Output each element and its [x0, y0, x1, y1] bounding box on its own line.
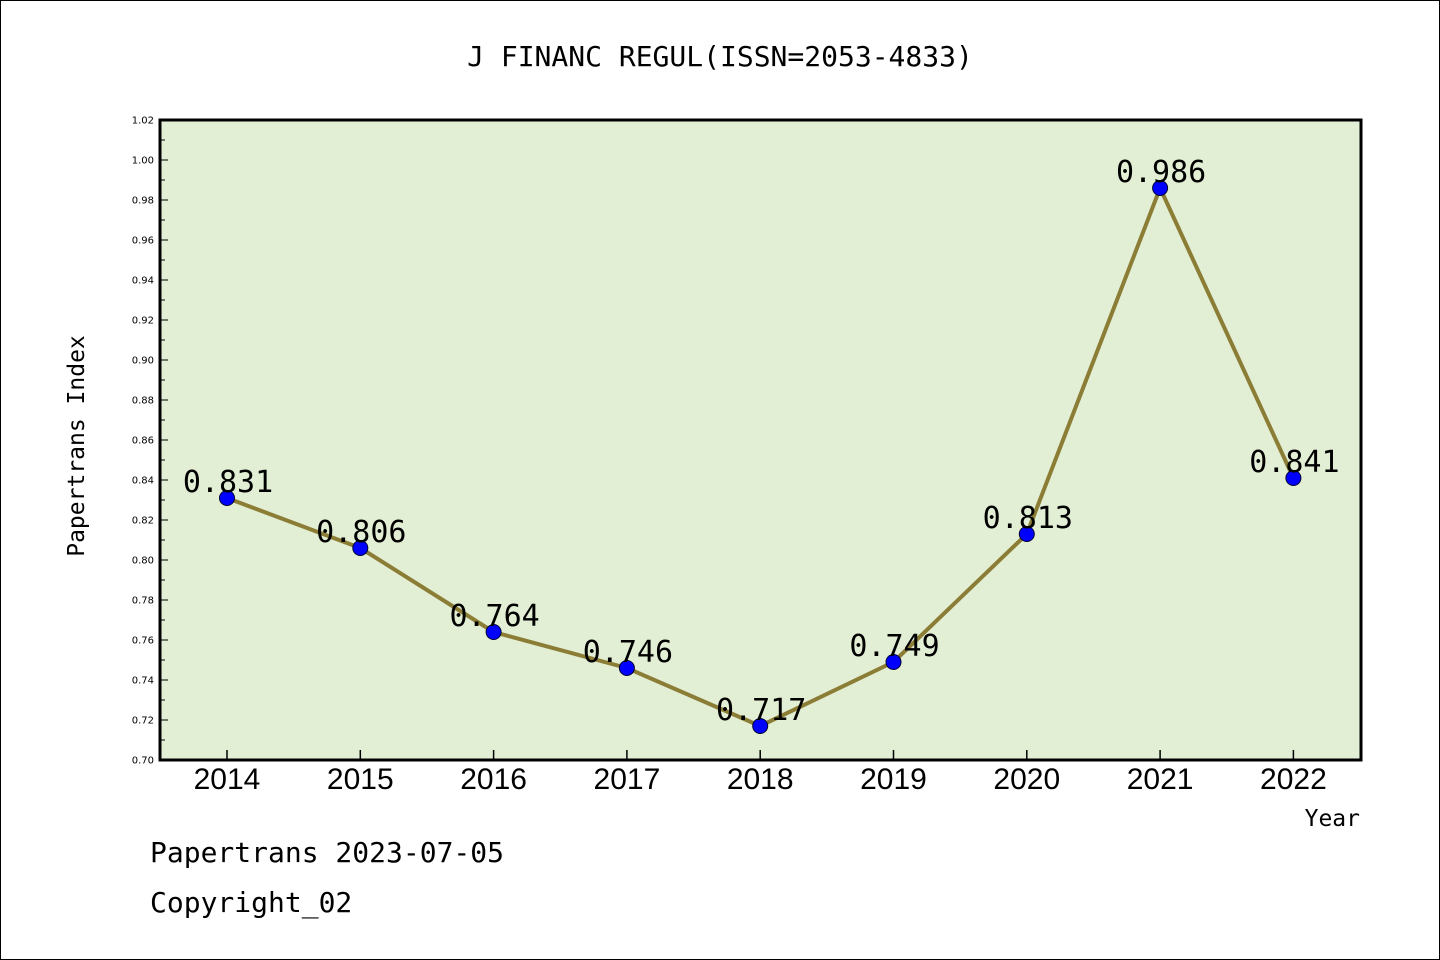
y-tick-label: 0.86 [132, 436, 154, 447]
footer-copyright: Copyright_02 [150, 886, 353, 919]
data-point [1285, 470, 1302, 486]
y-tick-label: 0.96 [132, 236, 154, 247]
x-tick-label: 2021 [1127, 763, 1194, 796]
y-tick-label: 0.98 [132, 196, 154, 207]
data-label: 0.986 [1116, 155, 1206, 190]
y-tick-label: 0.80 [132, 556, 154, 567]
data-label: 0.813 [983, 501, 1073, 536]
data-point [618, 660, 635, 676]
data-label: 0.749 [849, 629, 939, 664]
x-tick-label: 2017 [594, 763, 661, 796]
data-label: 0.717 [716, 693, 806, 728]
y-tick-label: 0.78 [132, 596, 154, 607]
series: 0.831 0.806 0.764 0.746 0.717 0.749 0.813 0.986… [183, 155, 1340, 734]
x-axis-title: Year [1305, 806, 1360, 832]
data-label: 0.841 [1249, 445, 1339, 480]
x-tick-label: 2018 [727, 763, 794, 796]
data-point [485, 624, 502, 640]
y-tick-label: 1.00 [132, 156, 154, 167]
x-axis: 2014 2015 2016 2017 2018 2019 2020 2021 2022 [194, 750, 1327, 796]
x-tick-label: 2022 [1260, 763, 1327, 796]
y-tick-label: 0.72 [132, 716, 154, 727]
y-axis: 0.70 0.72 0.74 0.76 0.78 0.80 0.82 0.84 0.86 0.88… [132, 116, 168, 767]
data-label: 0.831 [183, 465, 273, 500]
data-point [352, 540, 369, 556]
chart-title: J FINANC REGUL(ISSN=2053-4833) [467, 40, 973, 73]
x-tick-label: 2014 [194, 763, 261, 796]
data-point [1018, 526, 1035, 542]
y-tick-label: 0.82 [132, 516, 154, 527]
data-label: 0.764 [449, 599, 539, 634]
data-point [219, 490, 235, 506]
y-tick-label: 0.74 [132, 676, 154, 687]
data-label: 0.746 [583, 635, 673, 670]
y-tick-label: 0.76 [132, 636, 154, 647]
y-tick-label: 0.70 [132, 756, 154, 767]
y-tick-label: 0.84 [132, 476, 154, 487]
data-point [1152, 180, 1169, 196]
y-tick-label: 0.92 [132, 316, 154, 327]
y-tick-label: 0.88 [132, 396, 154, 407]
plot-area [158, 118, 1363, 762]
x-tick-label: 2016 [460, 763, 527, 796]
data-point [752, 718, 769, 734]
x-tick-label: 2020 [993, 763, 1060, 796]
y-tick-label: 1.02 [132, 116, 154, 127]
y-tick-label: 0.94 [132, 276, 154, 287]
y-axis-title: Papertrans Index [64, 335, 90, 557]
y-tick-label: 0.90 [132, 356, 154, 367]
data-point [885, 654, 902, 670]
data-label: 0.806 [316, 515, 406, 550]
x-tick-label: 2019 [860, 763, 927, 796]
x-tick-label: 2015 [327, 763, 394, 796]
footer-date: Papertrans 2023-07-05 [150, 836, 505, 869]
